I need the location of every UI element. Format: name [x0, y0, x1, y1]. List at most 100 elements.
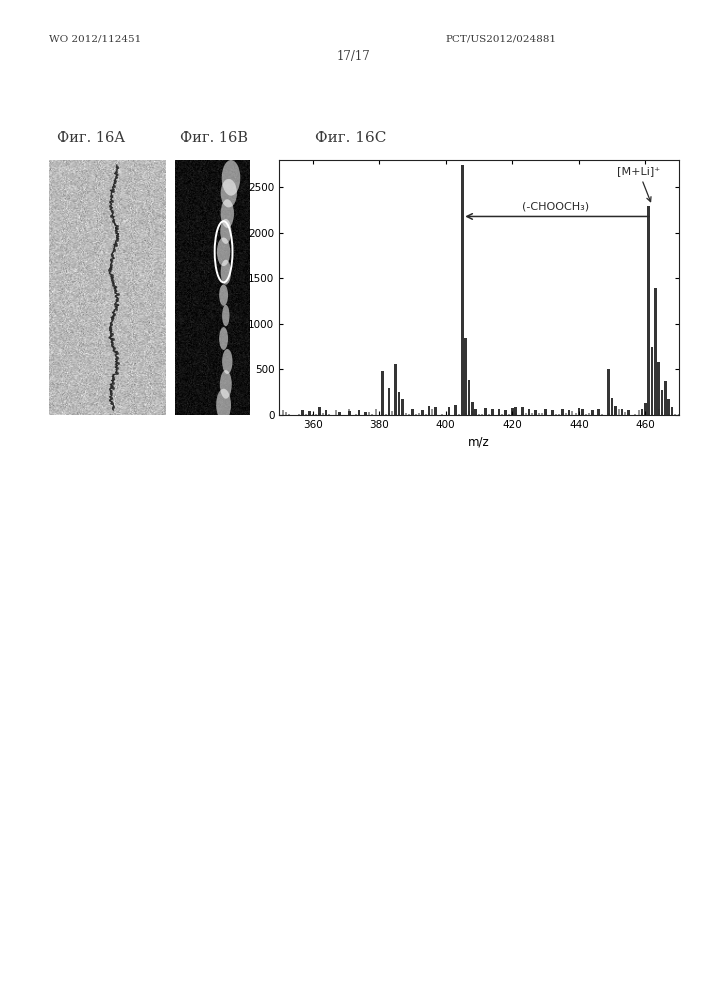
Bar [348, 409, 350, 415]
Bar [318, 413, 320, 415]
Bar [322, 413, 324, 415]
Bar [305, 414, 307, 415]
Bar [411, 409, 414, 415]
Bar [491, 409, 493, 415]
Bar [611, 398, 614, 415]
Bar [628, 413, 630, 415]
Bar [544, 412, 547, 415]
Bar [368, 412, 370, 415]
Bar [571, 411, 573, 415]
Bar [627, 410, 630, 415]
Bar [551, 410, 554, 415]
Bar [624, 412, 626, 415]
Bar [641, 413, 643, 415]
Bar [591, 413, 593, 415]
Bar [678, 414, 679, 415]
Ellipse shape [220, 370, 232, 399]
Bar [461, 165, 464, 415]
Bar [581, 414, 583, 415]
Bar [608, 413, 610, 415]
Bar [634, 414, 636, 415]
Bar [338, 412, 341, 415]
Bar [648, 206, 650, 415]
Bar [392, 411, 393, 415]
Bar [431, 409, 433, 415]
Bar [614, 406, 617, 415]
Bar [315, 414, 317, 415]
Bar [667, 414, 670, 415]
Ellipse shape [219, 284, 228, 306]
Ellipse shape [222, 305, 230, 326]
Text: (-CHOOCH₃): (-CHOOCH₃) [522, 201, 589, 211]
Bar [521, 407, 524, 415]
Bar [525, 413, 527, 415]
Bar [458, 414, 460, 415]
Ellipse shape [216, 389, 231, 421]
Bar [365, 412, 367, 415]
Bar [279, 412, 280, 415]
Bar [578, 408, 580, 415]
Bar [467, 380, 470, 415]
Bar [335, 410, 337, 415]
Bar [531, 413, 533, 415]
Bar [504, 410, 507, 415]
Bar [415, 414, 416, 415]
Bar [527, 409, 530, 415]
Bar [658, 409, 660, 415]
Bar [607, 369, 610, 415]
Bar [511, 414, 513, 415]
Bar [618, 409, 620, 415]
Bar [312, 414, 313, 415]
Bar [401, 399, 404, 415]
Bar [471, 402, 474, 415]
Bar [538, 413, 540, 415]
Bar [408, 414, 410, 415]
Bar [358, 410, 361, 415]
Bar [387, 388, 390, 415]
Bar [544, 409, 547, 415]
Bar [448, 407, 450, 415]
Ellipse shape [219, 327, 228, 350]
Bar [575, 413, 576, 415]
Bar [405, 413, 407, 415]
Bar [614, 407, 617, 415]
Bar [667, 399, 670, 415]
Bar [325, 410, 327, 415]
Bar [464, 413, 467, 415]
Bar [498, 409, 501, 415]
X-axis label: m/z: m/z [468, 435, 490, 448]
Bar [434, 407, 437, 415]
Bar [472, 411, 473, 415]
Bar [568, 414, 570, 415]
Bar [511, 408, 513, 415]
Ellipse shape [222, 160, 240, 196]
Bar [435, 414, 437, 415]
Bar [484, 408, 487, 415]
Bar [448, 414, 450, 415]
Bar [644, 403, 647, 415]
Bar [418, 413, 420, 415]
Bar [514, 407, 517, 415]
Bar [581, 409, 583, 415]
Bar [638, 410, 640, 415]
Bar [301, 410, 304, 415]
Bar [508, 414, 510, 415]
Bar [468, 411, 470, 415]
Bar [585, 414, 587, 415]
Bar [591, 410, 593, 415]
Bar [661, 412, 663, 415]
Bar [588, 413, 590, 415]
Bar [388, 413, 390, 415]
Text: 17/17: 17/17 [337, 50, 370, 63]
Bar [288, 414, 291, 415]
Bar [474, 409, 477, 415]
Bar [641, 409, 643, 415]
Bar [428, 413, 430, 415]
Ellipse shape [221, 179, 237, 207]
Bar [597, 409, 600, 415]
Bar [381, 371, 384, 415]
Bar [455, 405, 457, 415]
Bar [318, 407, 320, 415]
Bar [481, 414, 484, 415]
Bar [565, 413, 566, 415]
